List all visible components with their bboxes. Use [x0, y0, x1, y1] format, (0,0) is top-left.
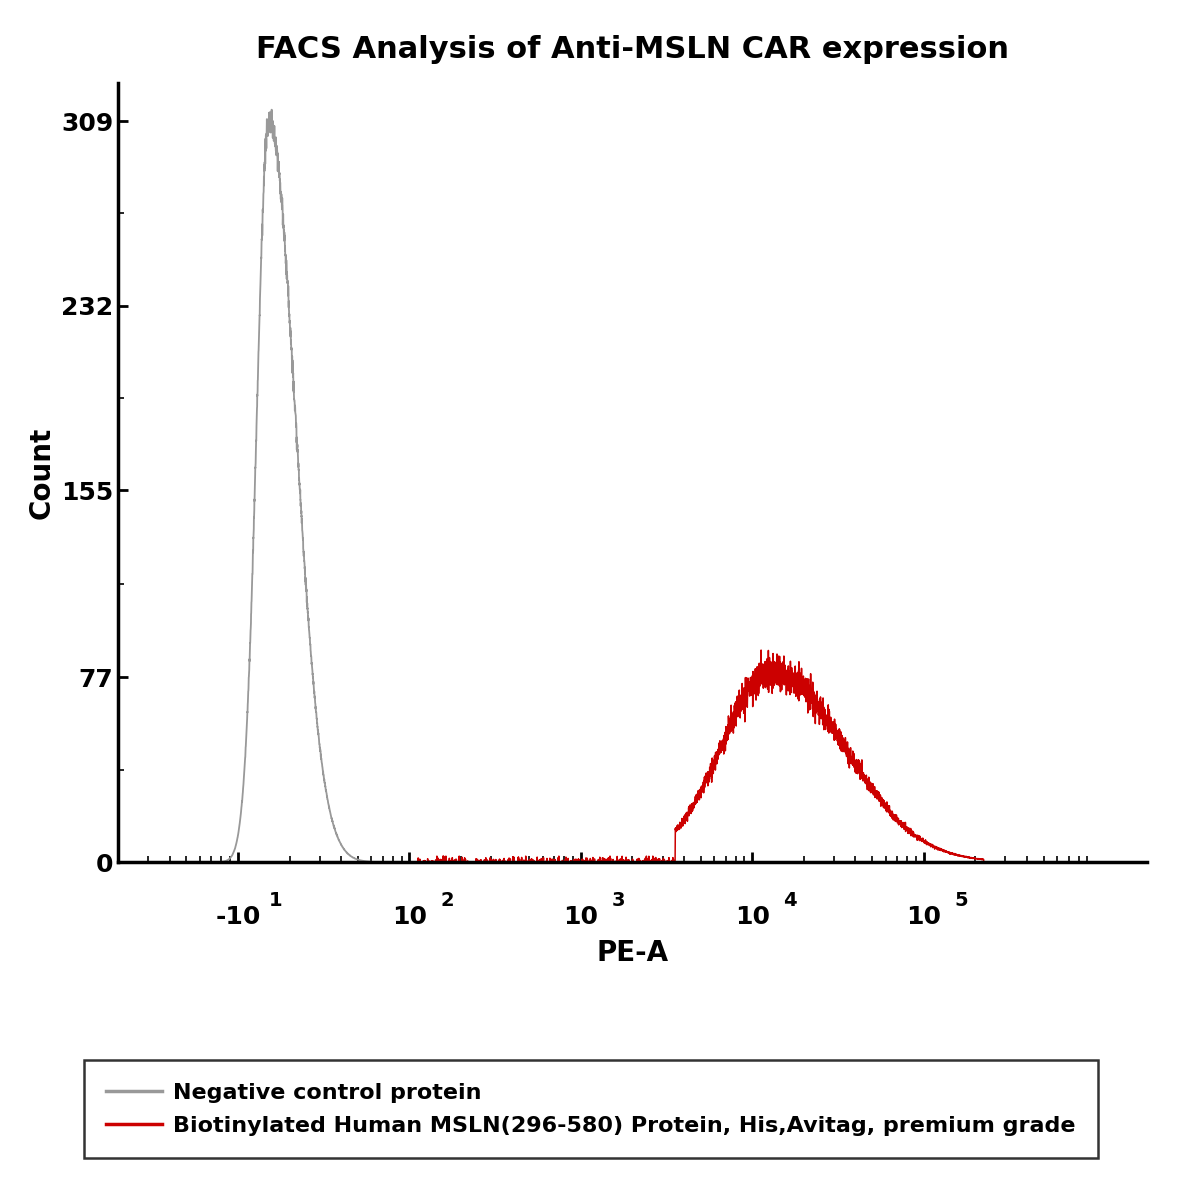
Legend: Negative control protein, Biotinylated Human MSLN(296-580) Protein, His,Avitag, : Negative control protein, Biotinylated H…: [84, 1061, 1098, 1159]
Text: 10: 10: [907, 906, 941, 929]
Text: 10: 10: [564, 906, 598, 929]
Text: 10: 10: [735, 906, 769, 929]
Text: 10: 10: [392, 906, 427, 929]
Y-axis label: Count: Count: [27, 426, 56, 518]
Text: 5: 5: [955, 890, 968, 909]
X-axis label: PE-A: PE-A: [596, 939, 669, 967]
Text: 1: 1: [268, 890, 282, 909]
Text: 4: 4: [784, 890, 797, 909]
Text: -10: -10: [215, 906, 261, 929]
Text: 2: 2: [440, 890, 454, 909]
Title: FACS Analysis of Anti-MSLN CAR expression: FACS Analysis of Anti-MSLN CAR expressio…: [255, 34, 1009, 64]
Text: 3: 3: [612, 890, 625, 909]
